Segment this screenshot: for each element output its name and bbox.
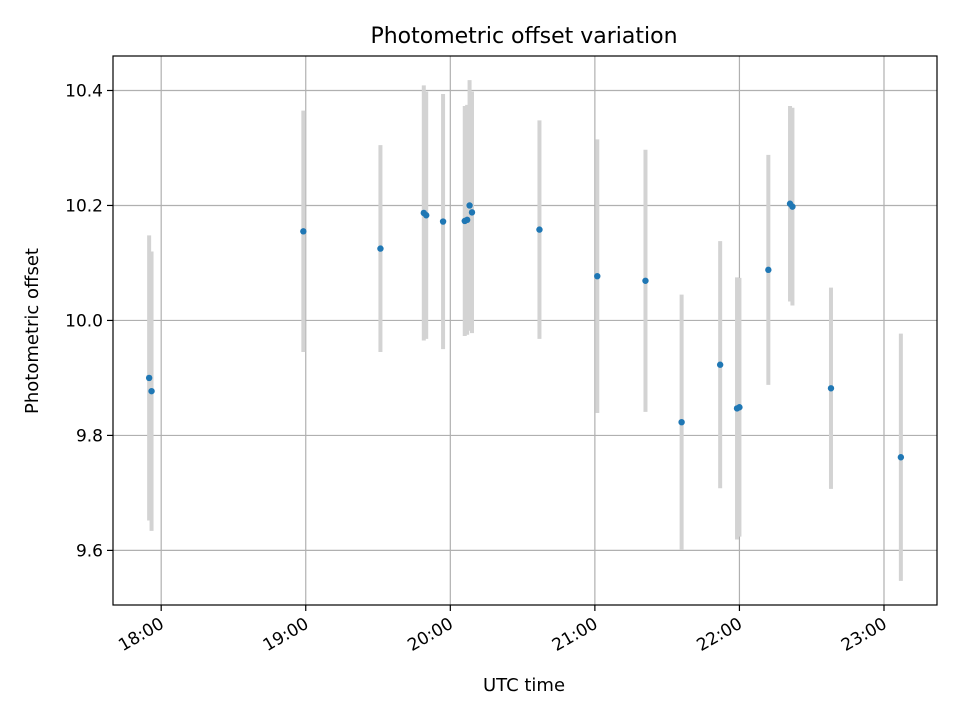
x-axis-label: UTC time bbox=[483, 675, 565, 696]
data-point bbox=[148, 387, 155, 395]
data-point bbox=[594, 272, 601, 280]
y-tick-label: 10.2 bbox=[65, 196, 103, 216]
plot-frame bbox=[112, 55, 938, 606]
data-point bbox=[439, 218, 447, 225]
data-point bbox=[765, 266, 772, 274]
data-point bbox=[377, 245, 384, 252]
data-point bbox=[300, 228, 307, 235]
y-tick-label: 9.8 bbox=[76, 426, 103, 446]
data-point bbox=[466, 202, 473, 209]
data-point bbox=[789, 203, 796, 210]
data-point bbox=[827, 385, 835, 392]
chart-title: Photometric offset variation bbox=[370, 24, 677, 49]
data-point bbox=[468, 209, 476, 216]
data-point bbox=[642, 277, 649, 284]
data-points bbox=[145, 200, 905, 461]
y-tick-label: 9.6 bbox=[76, 541, 103, 561]
data-point bbox=[145, 374, 153, 382]
y-tick-label: 10.4 bbox=[65, 81, 103, 101]
data-point bbox=[716, 361, 724, 368]
y-tick-label: 10.0 bbox=[65, 311, 103, 331]
data-point bbox=[463, 216, 471, 224]
data-point bbox=[736, 404, 743, 411]
data-point bbox=[678, 418, 685, 426]
data-point bbox=[423, 212, 430, 219]
data-point bbox=[897, 454, 905, 461]
y-axis-label: Photometric offset bbox=[22, 248, 43, 414]
data-point bbox=[536, 226, 543, 233]
